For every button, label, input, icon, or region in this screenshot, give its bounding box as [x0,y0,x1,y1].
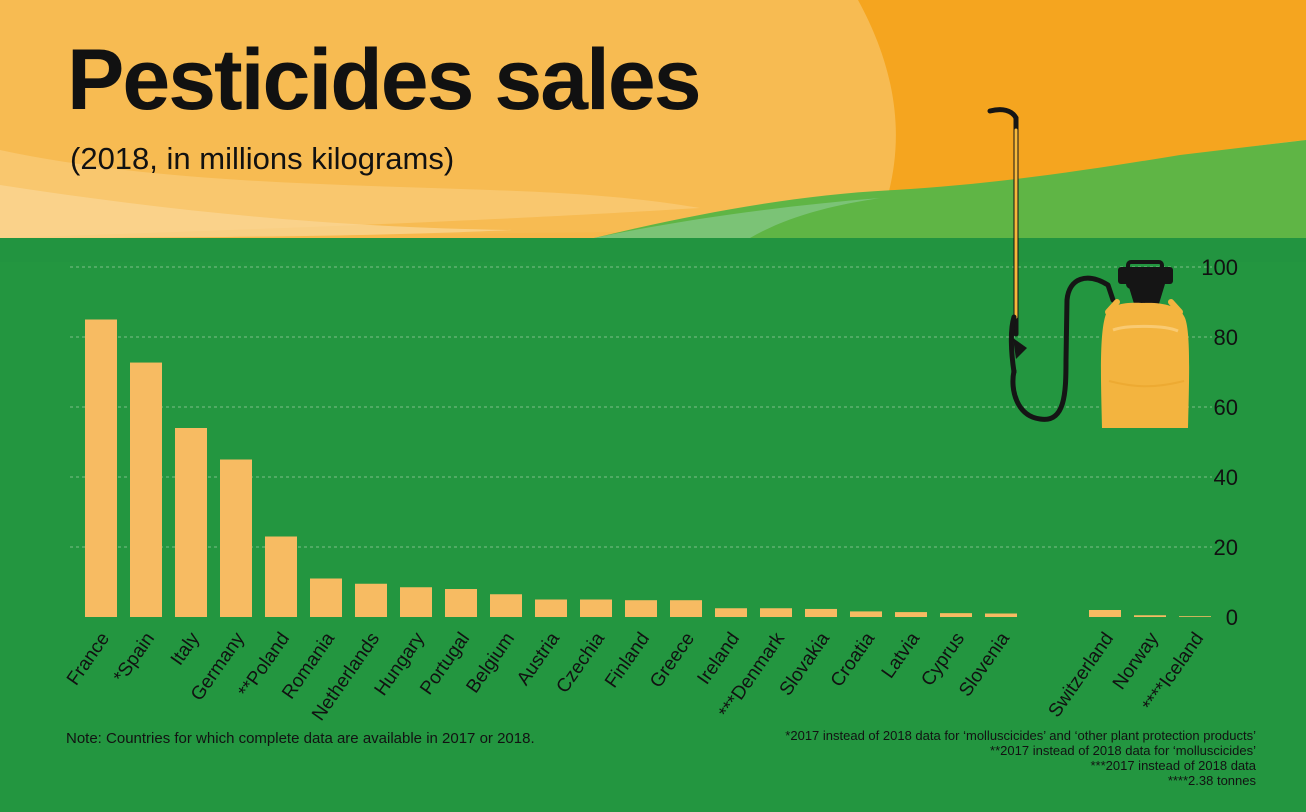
footnote-1: *2017 instead of 2018 data for ‘mollusci… [785,728,1256,743]
bar-16 [805,608,837,617]
hill-highlight [594,198,880,238]
bar-20 [985,613,1017,617]
footnote-4: ****2.38 tonnes [1167,773,1256,788]
bar-6 [355,583,387,617]
bar-10 [535,599,567,617]
country-label-21: Switzerland [1045,629,1119,722]
bar-5 [310,578,342,617]
bar-23 [1179,616,1211,617]
garden-pressure-sprayer-icon [987,107,1190,428]
bar-13 [670,600,702,617]
y-tick-label-40: 40 [1214,465,1238,490]
bar-9 [490,594,522,617]
chart-title: Pesticides sales [67,32,702,128]
data-note: Note: Countries for which complete data … [66,730,535,747]
bar-7 [400,587,432,617]
country-label-13: Greece [646,629,699,692]
bar-2 [175,428,207,617]
bar-0 [85,319,117,617]
bar-17 [850,611,882,617]
country-labels: France*Spain ItalyGermany**PolandRomaniaN… [63,628,1208,724]
bar-4 [265,536,297,617]
bar-14 [715,608,747,617]
footnote-2: **2017 instead of 2018 data for ‘mollusc… [990,743,1256,758]
header-orange-swoosh [858,0,1306,225]
y-tick-label-80: 80 [1214,325,1238,350]
y-tick-label-0: 0 [1226,605,1238,630]
chart-background [0,238,1306,812]
bar-21 [1089,610,1121,617]
bar-18 [895,612,927,617]
country-label-1: *Spain [110,629,159,687]
country-label-12: Finland [601,629,654,692]
footnote-3: ***2017 instead of 2018 data [1090,758,1256,773]
country-label-18: Latvia [878,628,925,682]
chart-subtitle: (2018, in millions kilograms) [70,141,455,176]
y-tick-label-60: 60 [1214,395,1238,420]
bar-19 [940,613,972,617]
bar-12 [625,600,657,617]
country-label-0: France [63,629,114,689]
footnotes: *2017 instead of 2018 data for ‘mollusci… [656,728,1256,788]
y-tick-label-100: 100 [1201,255,1238,280]
bars [85,319,1211,617]
y-tick-label-20: 20 [1214,535,1238,560]
gridlines [70,266,1212,548]
bar-3 [220,459,252,617]
country-label-2: Italy [167,628,204,669]
header-light-streak [0,185,512,238]
bar-11 [580,599,612,617]
bar-15 [760,608,792,617]
bar-8 [445,589,477,617]
bar-1 [130,362,162,617]
y-axis: 0 20 40 60 80 100 [1201,255,1238,630]
horizon-shadow [0,238,1306,262]
country-label-17: Croatia [827,628,880,691]
bar-22 [1134,615,1166,617]
